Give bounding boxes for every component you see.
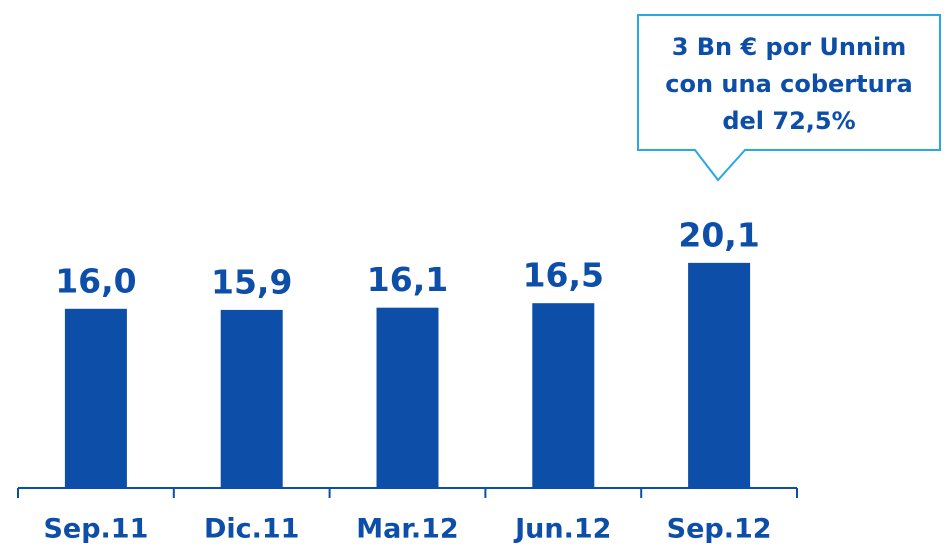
bar	[64, 308, 127, 488]
callout-box	[637, 14, 941, 182]
annotation: del 72,5%	[722, 107, 855, 135]
value-label: 16,1	[367, 260, 448, 299]
annotation: 3 Bn € por Unnim	[672, 33, 907, 61]
bar	[532, 303, 595, 488]
x-tick-label: Mar.12	[356, 514, 458, 545]
value-label: 16,5	[523, 256, 604, 295]
annotation: con una cobertura	[665, 70, 912, 98]
x-tick-label: Jun.12	[513, 514, 611, 545]
x-tick-label: Sep.11	[43, 514, 148, 545]
value-label: 16,0	[55, 261, 136, 300]
value-label: 20,1	[678, 215, 759, 254]
bar	[688, 262, 751, 488]
x-tick-label: Sep.12	[667, 514, 772, 545]
bar	[220, 309, 283, 488]
bar	[376, 307, 439, 488]
value-label: 15,9	[211, 262, 292, 301]
x-tick-label: Dic.11	[204, 514, 300, 545]
